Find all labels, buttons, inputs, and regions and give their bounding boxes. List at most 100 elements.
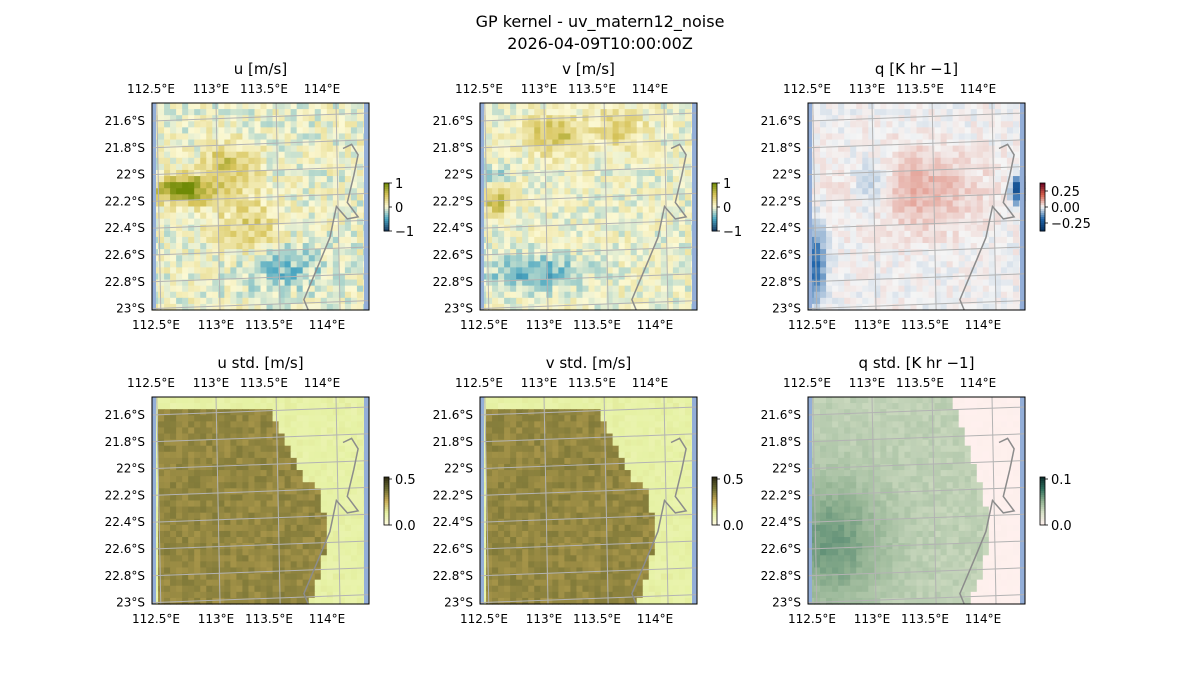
heatmap-cell [242,169,250,177]
heatmap-cell [558,169,565,177]
heatmap-cell [660,261,668,268]
heatmap-cell [224,157,231,165]
heatmap-cell [224,279,231,287]
heatmap-cell [200,500,207,508]
heatmap-cell [350,403,358,410]
heatmap-cell [170,151,177,159]
heatmap-cell [290,403,298,410]
heatmap-cell [976,163,984,171]
heatmap-cell [838,194,845,202]
heatmap-cell [820,121,827,128]
heatmap-cell [302,121,310,128]
heatmap-cell [844,109,851,116]
heatmap-cell [344,427,352,435]
heatmap-cell [242,200,250,208]
heatmap-cell [606,285,614,293]
heatmap-cell [576,285,584,293]
heatmap-cell [672,169,680,177]
heatmap-cell [564,157,572,165]
heatmap-cell [212,169,219,177]
heatmap-cell [230,518,237,526]
heatmap-cell [176,188,183,195]
heatmap-cell [278,151,286,159]
heatmap-cell [892,157,900,165]
heatmap-cell [332,537,340,544]
heatmap-cell [516,218,523,226]
heatmap-cell [886,261,893,268]
heatmap-cell [236,218,244,226]
heatmap-cell [660,200,668,208]
heatmap-cell [594,139,602,147]
heatmap-cell [492,133,499,141]
heatmap-cell [928,169,936,177]
heatmap-cell [976,139,984,147]
heatmap-cell [648,182,656,189]
heatmap-cell [302,415,310,422]
heatmap-cell [916,151,924,159]
heatmap-cell [212,421,219,429]
heatmap-cell [194,433,201,441]
heatmap-cell [224,555,231,562]
heatmap-cell [338,127,346,135]
heatmap-cell [820,267,827,275]
heatmap-cell [498,206,505,214]
heatmap-cell [164,285,171,293]
heatmap-cell [188,518,195,526]
heatmap-cell [678,176,686,183]
heatmap-cell [814,285,821,293]
heatmap-cell [326,476,334,483]
heatmap-cell [952,291,960,299]
heatmap-cell [188,176,195,183]
heatmap-cell [260,397,268,404]
heatmap-cell [940,261,948,268]
heatmap-cell [892,133,900,141]
heatmap-cell [672,176,680,183]
heatmap-cell [570,285,578,293]
heatmap-cell [308,212,316,220]
heatmap-cell [254,236,262,244]
heatmap-cell [928,236,936,244]
heatmap-cell [302,297,310,305]
heatmap-cell [582,255,590,262]
heatmap-cell [940,303,948,311]
heatmap-cell [320,261,328,268]
heatmap-cell [290,303,298,311]
heatmap-cell [916,103,924,110]
heatmap-cell [486,182,493,189]
heatmap-cell [552,145,559,153]
heatmap-cell [982,109,990,116]
heatmap-cell [326,121,334,128]
heatmap-cell [314,151,322,159]
heatmap-cell [820,194,827,202]
heatmap-cell [176,279,183,287]
heatmap-cell [558,224,565,232]
colorbar-step [1040,205,1045,208]
heatmap-cell [266,494,274,502]
heatmap-cell [170,555,177,562]
heatmap-cell [164,579,171,587]
heatmap-cell [588,218,596,226]
heatmap-cell [976,127,984,135]
heatmap-cell [892,194,900,202]
heatmap-cell [284,230,292,238]
heatmap-cell [552,151,559,159]
heatmap-cell [654,249,662,256]
heatmap-cell [844,194,851,202]
heatmap-cell [200,512,207,520]
heatmap-cell [666,267,674,275]
heatmap-cell [356,470,364,477]
heatmap-cell [194,188,201,195]
heatmap-cell [946,303,954,311]
heatmap-cell [976,194,984,202]
heatmap-cell [248,279,256,287]
heatmap-cell [1006,224,1014,232]
heatmap-cell [844,285,851,293]
heatmap-cell [856,243,863,250]
heatmap-cell [528,285,535,293]
heatmap-cell [308,297,316,305]
heatmap-cell [552,139,559,147]
heatmap-cell [678,285,686,293]
heatmap-cell [510,176,517,183]
heatmap-cell [498,273,505,281]
heatmap-cell [254,518,262,526]
